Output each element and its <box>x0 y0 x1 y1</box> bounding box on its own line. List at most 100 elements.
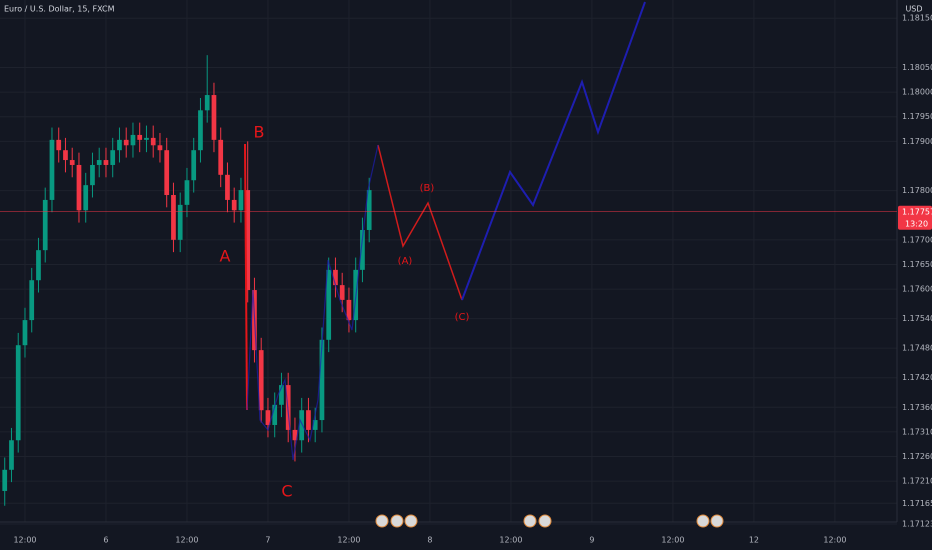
y-tick-label: 1.18050 <box>902 63 932 72</box>
candle-body <box>299 410 305 441</box>
y-tick-label: 1.17700 <box>902 235 932 244</box>
candle-body <box>22 320 28 346</box>
x-tick-label: 12:00 <box>499 536 522 545</box>
candle-body <box>9 440 14 470</box>
y-tick-label: 1.17600 <box>902 285 932 294</box>
wave-label: (B) <box>420 183 435 194</box>
wave-projection <box>377 144 463 301</box>
wave-label: (C) <box>455 312 470 323</box>
y-tick-label: 1.17210 <box>902 477 932 486</box>
x-tick-label: 7 <box>265 536 270 545</box>
candle-body <box>218 139 224 175</box>
candle-body <box>83 185 89 211</box>
y-tick-label: 1.17360 <box>902 403 932 412</box>
y-tick-label: 1.18000 <box>902 88 932 97</box>
x-tick-label: 6 <box>103 536 108 545</box>
candle-body <box>56 139 62 151</box>
candle-body <box>319 339 325 421</box>
candle-body <box>103 160 109 165</box>
axes: 1.18150 1.18050 1.18000 1.17950 1.17900 1.178… <box>0 14 932 545</box>
candle-body <box>110 150 116 165</box>
chart-title: Euro / U.S. Dollar, 15, FXCM <box>4 5 115 14</box>
candle-body <box>339 285 345 300</box>
countdown-label: 13:20 <box>905 219 928 228</box>
x-tick-label: 12 <box>749 536 759 545</box>
y-tick-label: 1.17800 <box>902 186 932 195</box>
x-tick-label: 12:00 <box>337 536 360 545</box>
candle-body <box>36 250 41 281</box>
candle-body <box>204 95 210 111</box>
x-tick-label: 12:00 <box>175 536 198 545</box>
candle-body <box>137 134 143 140</box>
candle-body <box>144 137 149 140</box>
wave-count <box>246 144 379 461</box>
candle-body <box>15 345 21 441</box>
candle-body <box>96 160 102 165</box>
candle-body <box>366 190 372 230</box>
y-tick-label: 1.17420 <box>902 373 932 382</box>
candle-body <box>157 145 163 151</box>
currency-label[interactable]: USD <box>905 5 922 14</box>
candle-body <box>333 269 338 286</box>
candle-body <box>29 280 35 321</box>
last-price-box <box>898 205 932 230</box>
candle-body <box>90 164 95 186</box>
y-tick-label: 1.17650 <box>902 260 932 269</box>
wave-projection <box>461 1 646 301</box>
candle-body <box>42 199 48 251</box>
candles <box>2 55 372 506</box>
y-tick-label: 1.17900 <box>902 137 932 146</box>
candle-body <box>231 199 237 211</box>
y-tick-label: 1.17950 <box>902 112 932 121</box>
candle-body <box>49 139 55 200</box>
candle-body <box>306 410 311 430</box>
candle-body <box>177 204 183 240</box>
candle-body <box>117 139 122 151</box>
wave-label: A <box>220 247 231 266</box>
wave-label: C <box>281 482 292 501</box>
candle-body <box>164 150 170 196</box>
y-tick-label: 1.17540 <box>902 314 932 323</box>
candle-body <box>150 137 156 146</box>
grid <box>0 0 897 525</box>
candle-body <box>258 350 264 411</box>
candle-body <box>326 269 332 340</box>
wave-label: (A) <box>398 256 413 267</box>
candle-body <box>184 180 190 205</box>
x-tick-label: 8 <box>427 536 432 545</box>
x-tick-label: 9 <box>589 536 594 545</box>
y-tick-label: 1.17123 <box>902 519 932 528</box>
candle-body <box>346 299 352 321</box>
candle-body <box>211 95 217 140</box>
candle-body <box>272 404 278 425</box>
candle-body <box>279 385 284 405</box>
y-tick-label: 1.17260 <box>902 452 932 461</box>
y-tick-label: 1.18150 <box>902 14 932 23</box>
last-price-label: 1.17757 <box>902 207 932 216</box>
y-tick-label: 1.17165 <box>902 499 932 508</box>
candle-body <box>238 190 244 211</box>
candle-body <box>360 229 365 270</box>
candle-body <box>69 160 75 165</box>
candle-body <box>2 469 8 491</box>
candle-body <box>312 420 318 430</box>
x-tick-label: 12:00 <box>661 536 684 545</box>
candle-body <box>130 134 136 146</box>
y-tick-label: 1.17480 <box>902 344 932 353</box>
candle-body <box>225 174 230 200</box>
event-icons[interactable] <box>375 514 724 528</box>
wave-line <box>244 143 248 411</box>
candle-body <box>63 150 68 161</box>
y-tick-label: 1.17310 <box>902 427 932 436</box>
candle-body <box>191 150 197 181</box>
candle-body <box>265 410 271 425</box>
wave-label: B <box>254 123 265 142</box>
x-tick-label: 12:00 <box>823 536 846 545</box>
x-tick-label: 12:00 <box>13 536 36 545</box>
candle-body <box>245 190 251 291</box>
candle-body <box>76 164 82 211</box>
candle-body <box>171 195 176 240</box>
candle-body <box>123 139 129 146</box>
